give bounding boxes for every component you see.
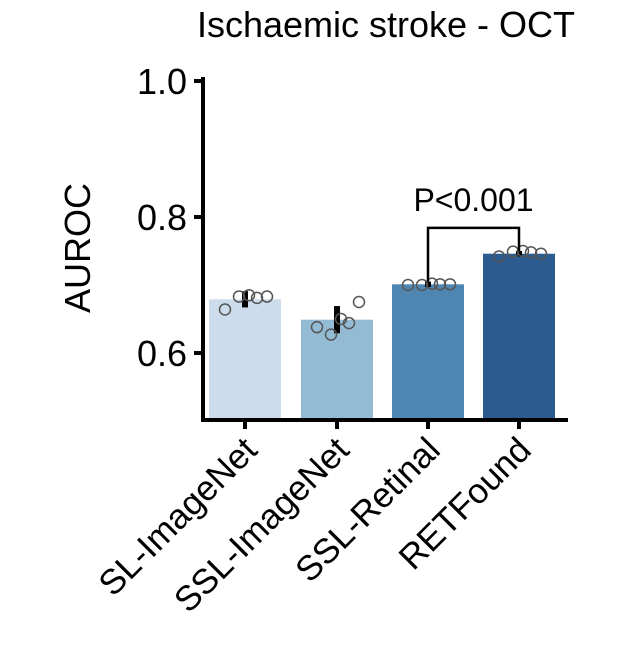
- axes-group: [201, 77, 568, 429]
- data-point: [425, 277, 439, 290]
- data-point: [342, 316, 356, 330]
- data-point: [415, 278, 429, 292]
- data-point: [506, 245, 520, 258]
- x-labels-group: SL-ImageNetSSL-ImageNetSSL-RetinalRETFou…: [91, 430, 538, 620]
- y-tick-label: 0.6: [137, 333, 187, 374]
- data-point: [232, 290, 246, 303]
- significance-bracket: [426, 226, 521, 282]
- data-point: [250, 291, 264, 305]
- y-ticks-group: 0.6 0.8 1.0: [137, 61, 203, 374]
- y-axis-label: AUROC: [57, 183, 98, 313]
- data-point: [524, 246, 538, 259]
- y-tick-label: 0.8: [137, 197, 187, 238]
- data-point: [218, 303, 232, 316]
- data-point: [352, 295, 366, 309]
- bar-retfound: [483, 253, 555, 420]
- chart-title: Ischaemic stroke - OCT: [197, 4, 575, 45]
- data-point: [310, 320, 324, 334]
- error-bars-group: [242, 251, 522, 334]
- data-point: [242, 288, 256, 302]
- data-point: [324, 328, 338, 341]
- data-point: [492, 250, 506, 263]
- data-point: [260, 290, 274, 303]
- bar-sl-imagenet: [209, 299, 281, 420]
- bar-ssl-retinal: [392, 284, 464, 420]
- significance-annotation: P<0.001: [413, 182, 534, 282]
- data-point: [516, 244, 530, 258]
- y-tick-label: 1.0: [137, 61, 187, 102]
- bar-ssl-imagenet: [301, 319, 373, 420]
- x-tick-label: SL-ImageNet: [91, 430, 265, 604]
- data-point: [401, 278, 415, 292]
- data-point: [443, 278, 457, 291]
- bars-group: [209, 253, 555, 420]
- p-value-label: P<0.001: [413, 182, 533, 218]
- data-point: [433, 278, 447, 291]
- data-point: [534, 247, 548, 260]
- data-points-group: [218, 244, 548, 341]
